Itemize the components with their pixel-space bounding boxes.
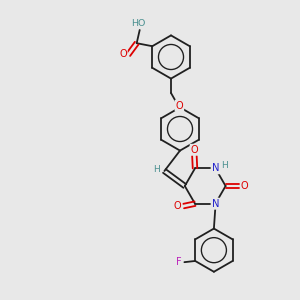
Text: O: O xyxy=(176,100,183,111)
Text: H: H xyxy=(153,165,160,174)
Text: O: O xyxy=(119,49,127,59)
Text: N: N xyxy=(212,199,219,209)
Text: F: F xyxy=(176,257,182,267)
Text: O: O xyxy=(174,201,182,211)
Text: H: H xyxy=(222,161,228,170)
Text: N: N xyxy=(212,163,219,173)
Text: O: O xyxy=(241,181,249,191)
Text: HO: HO xyxy=(132,19,146,28)
Text: O: O xyxy=(190,145,198,155)
